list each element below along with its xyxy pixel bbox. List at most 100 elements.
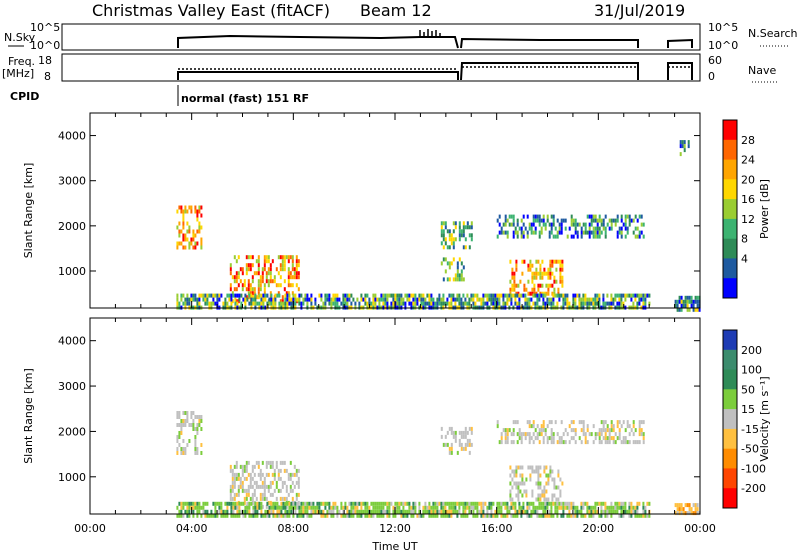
velocity-panel-cell — [224, 501, 227, 506]
power-panel-cell — [516, 293, 519, 298]
velocity-panel-cell — [241, 464, 244, 469]
power-panel-cell — [288, 293, 291, 298]
power-panel-cell — [440, 225, 443, 230]
power-panel-cell — [188, 301, 191, 306]
velocity-panel-cell — [616, 505, 619, 510]
power-panel-cell — [176, 297, 179, 302]
velocity-panel-cell — [414, 505, 417, 510]
power-panel-cell — [574, 218, 577, 223]
power-panel-cell — [257, 267, 260, 272]
velocity-panel-cell — [600, 428, 603, 433]
power-panel-cell — [230, 301, 233, 306]
velocity-panel-cell — [362, 501, 365, 506]
velocity-panel-ytick-label: 3000 — [58, 380, 86, 393]
power-panel-cell — [594, 230, 597, 235]
power-panel-cell — [560, 226, 563, 231]
power-panel-cell — [634, 297, 637, 302]
velocity-panel-cell — [560, 505, 563, 510]
power-panel-cell — [446, 301, 449, 306]
velocity-panel-cell — [176, 447, 179, 451]
velocity-panel-cell — [386, 509, 389, 514]
velocity-panel-cell — [332, 513, 335, 518]
power-panel-cell — [310, 301, 313, 306]
velocity-panel-cell — [548, 501, 551, 506]
velocity-panel-cell — [594, 436, 597, 441]
power-panel-cell — [304, 293, 307, 298]
velocity-panel-cell — [552, 501, 555, 506]
power-panel-cell — [231, 291, 234, 296]
velocity-panel-cell — [556, 501, 559, 506]
power-panel-cell — [444, 269, 447, 274]
power-panel-cell — [458, 273, 461, 278]
velocity-panel-cell — [226, 513, 229, 518]
power-panel-cell — [388, 293, 391, 298]
power-panel-cell — [582, 222, 585, 227]
velocity-panel-cell — [234, 513, 237, 518]
velocity-panel-cell — [430, 509, 433, 514]
velocity-panel-cell — [540, 501, 543, 506]
power-panel-cell — [268, 301, 271, 306]
freq-tick-bottom: 8 — [44, 70, 51, 83]
velocity-panel-cell — [516, 509, 519, 514]
velocity-panel-cell — [560, 420, 563, 425]
velocity-panel-cell — [306, 501, 309, 506]
power-panel-cell — [688, 295, 691, 300]
power-panel-cell — [334, 297, 337, 302]
power-panel-cell — [490, 293, 493, 298]
power-panel-cell — [448, 245, 451, 250]
power-panel-cell — [382, 297, 385, 302]
power-panel-cell — [260, 297, 263, 302]
power-panel-cell — [596, 234, 599, 239]
power-panel-cell — [196, 301, 199, 306]
power-panel-cell — [460, 229, 463, 234]
power-panel-cell — [496, 297, 499, 302]
velocity-panel-cell — [261, 492, 264, 497]
velocity-panel-region-6 — [674, 503, 701, 516]
power-panel-cell — [440, 297, 443, 302]
velocity-panel-cell — [342, 509, 345, 514]
velocity-panel-cell — [684, 511, 687, 516]
power-panel-cell — [438, 297, 441, 302]
velocity-panel-cell — [354, 505, 357, 510]
velocity-panel-cell — [247, 484, 250, 489]
power-panel-cell — [566, 301, 569, 306]
power-panel-cell — [680, 307, 683, 312]
velocity-panel-cell — [530, 513, 533, 518]
velocity-panel-cell — [232, 505, 235, 510]
velocity-panel-cell — [434, 501, 437, 506]
velocity-panel-cell — [620, 424, 623, 429]
velocity-panel-cell — [226, 509, 229, 514]
velocity-panel-cell — [504, 501, 507, 506]
power-panel-cell — [249, 267, 252, 272]
power-panel-cell — [320, 293, 323, 298]
power-panel-cell — [190, 237, 193, 242]
velocity-panel-cell — [281, 484, 284, 489]
power-panel-cell — [539, 283, 542, 288]
velocity-panel-cell — [628, 513, 631, 518]
power-panel-cell — [340, 301, 343, 306]
velocity-panel-cell — [574, 513, 577, 518]
power-panel-cell — [576, 230, 579, 235]
velocity-panel-region-5 — [176, 501, 651, 518]
power-panel-cell — [263, 283, 266, 288]
velocity-panel-cell — [440, 509, 443, 514]
velocity-panel-cell — [244, 509, 247, 514]
velocity-panel-cell — [598, 432, 601, 437]
velocity-panel-cell — [528, 501, 531, 506]
velocity-panel-cell — [592, 509, 595, 514]
power-panel-cell — [432, 297, 435, 302]
nsky-tick-top: 10^5 — [30, 21, 60, 34]
velocity-panel-cell — [696, 507, 699, 512]
power-panel-cell — [531, 279, 534, 284]
velocity-panel-cell — [624, 436, 627, 441]
power-panel-cell — [602, 222, 605, 227]
velocity-panel-cell — [268, 513, 271, 518]
power-panel-cell — [552, 222, 555, 227]
power-panel-cell — [458, 277, 461, 282]
velocity-panel-cell — [233, 472, 236, 477]
velocity-panel-cell — [515, 465, 518, 470]
velocity-panel-cell — [526, 513, 529, 518]
power-panel-cell — [586, 230, 589, 235]
velocity-panel-cell — [388, 501, 391, 506]
